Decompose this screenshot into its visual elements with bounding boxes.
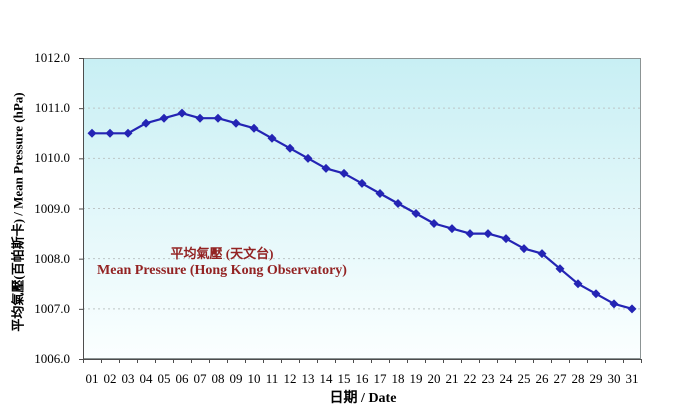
- data-point-marker: [393, 198, 403, 208]
- data-point-marker: [339, 168, 349, 178]
- x-tick-label: 05: [157, 371, 171, 386]
- x-tick-label: 13: [301, 371, 315, 386]
- data-point-marker: [321, 163, 331, 173]
- x-tick-label: 04: [139, 371, 153, 386]
- y-tick-label: 1006.0: [34, 351, 70, 366]
- x-tick-label: 16: [355, 371, 369, 386]
- data-point-marker: [249, 123, 259, 133]
- data-point-marker: [573, 279, 583, 289]
- x-tick-label: 29: [589, 371, 603, 386]
- data-point-marker: [483, 229, 493, 239]
- x-tick-label: 20: [427, 371, 441, 386]
- data-point-marker: [501, 234, 511, 244]
- data-point-marker: [447, 224, 457, 234]
- data-point-marker: [465, 229, 475, 239]
- x-axis-title: 日期 / Date: [329, 391, 397, 406]
- x-tick-label: 10: [247, 371, 261, 386]
- x-tick-label: 09: [229, 371, 243, 386]
- x-tick-label: 31: [625, 371, 639, 386]
- data-point-marker: [519, 244, 529, 254]
- x-tick-label: 26: [535, 371, 549, 386]
- data-point-marker: [555, 264, 565, 274]
- series-legend-english: Mean Pressure (Hong Kong Observatory): [97, 263, 347, 278]
- plot-background: [83, 58, 641, 359]
- x-tick-label: 14: [319, 371, 333, 386]
- data-point-marker: [123, 128, 133, 138]
- pressure-series: [87, 108, 637, 314]
- x-tick-label: 01: [85, 371, 99, 386]
- x-tick-label: 12: [283, 371, 297, 386]
- x-tick-label: 15: [337, 371, 351, 386]
- data-point-marker: [285, 143, 295, 153]
- x-tick-label: 03: [121, 371, 135, 386]
- data-point-marker: [87, 128, 97, 138]
- data-point-marker: [627, 304, 637, 314]
- series-legend: 平均氣壓 (天文台) Mean Pressure (Hong Kong Obse…: [97, 245, 347, 279]
- axes-and-ticks: [79, 58, 642, 363]
- x-tick-label: 19: [409, 371, 423, 386]
- y-tick-label: 1009.0: [34, 200, 70, 216]
- x-tick-label: 24: [499, 371, 513, 386]
- x-tick-label: 02: [103, 371, 117, 386]
- series-legend-chinese: 平均氣壓 (天文台): [170, 246, 274, 261]
- data-point-marker: [213, 113, 223, 123]
- x-tick-label: 11: [265, 371, 279, 386]
- data-point-marker: [609, 299, 619, 309]
- x-tick-label: 28: [571, 371, 585, 386]
- data-point-marker: [105, 128, 115, 138]
- x-tick-label: 07: [193, 371, 207, 386]
- data-point-marker: [177, 108, 187, 118]
- data-point-marker: [375, 188, 385, 198]
- data-point-marker: [357, 178, 367, 188]
- data-point-marker: [231, 118, 241, 128]
- y-tick-label: 1007.0: [34, 300, 70, 316]
- x-tick-label: 23: [481, 371, 495, 386]
- y-axis-title: 平均氣壓(百帕斯卡) / Mean Pressure (hPa): [10, 92, 26, 332]
- x-tick-label: 18: [391, 371, 405, 386]
- x-tick-label: 08: [211, 371, 225, 386]
- y-tick-label: 1008.0: [34, 250, 70, 266]
- x-tick-label: 06: [175, 371, 189, 386]
- data-point-marker: [429, 219, 439, 229]
- x-tick-label: 22: [463, 371, 477, 386]
- x-tick-label: 27: [553, 371, 567, 386]
- data-point-marker: [141, 118, 151, 128]
- data-point-marker: [591, 289, 601, 299]
- plot-area-rect: [83, 58, 641, 359]
- x-tick-label: 21: [445, 371, 459, 386]
- data-point-marker: [159, 113, 169, 123]
- x-tick-label: 17: [373, 371, 387, 386]
- data-point-marker: [195, 113, 205, 123]
- data-point-marker: [303, 153, 313, 163]
- x-tick-label: 25: [517, 371, 531, 386]
- x-tick-label: 30: [607, 371, 621, 386]
- data-point-marker: [411, 209, 421, 219]
- y-tick-label: 1010.0: [34, 150, 70, 166]
- data-point-marker: [267, 133, 277, 143]
- data-point-marker: [537, 249, 547, 259]
- y-tick-label: 1011.0: [34, 100, 70, 116]
- y-tick-label: 1012.0: [34, 50, 70, 65]
